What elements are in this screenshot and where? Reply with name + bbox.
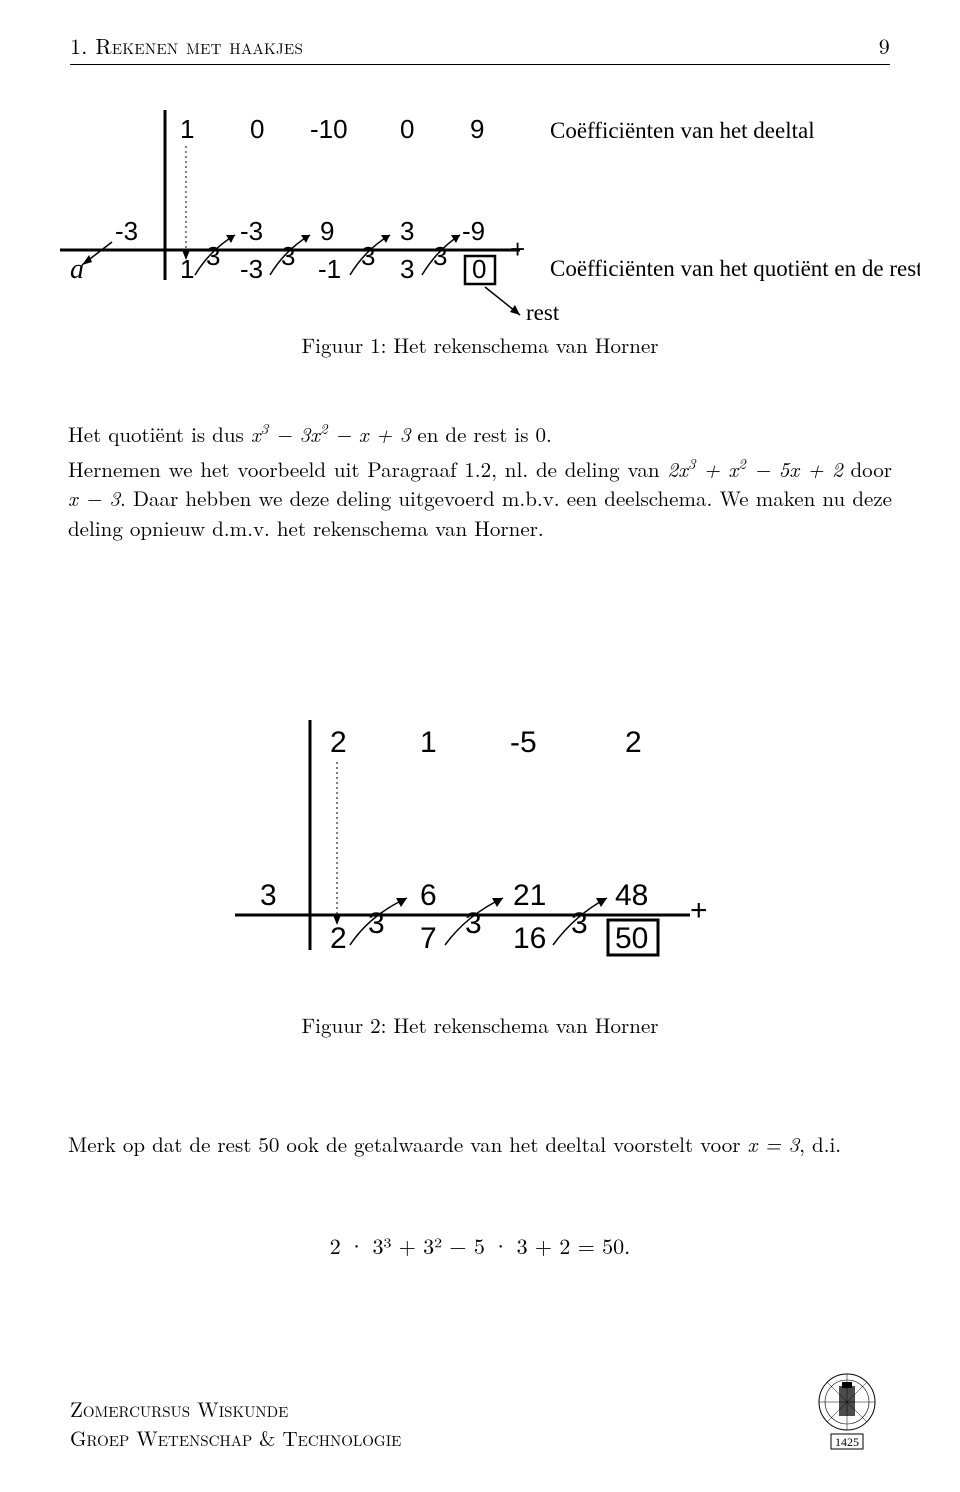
svg-text:3: 3	[368, 907, 385, 940]
figure-2: 2 1 -5 2 3 6 21 48 3	[235, 720, 755, 980]
f2-bot-0: 2	[330, 922, 347, 955]
running-head: 1. Rekenen met haakjes	[70, 30, 303, 61]
f1-top-3: 0	[400, 114, 414, 144]
f1-mid-1: 9	[320, 216, 334, 246]
f2-mid-1: 21	[513, 879, 546, 912]
p1-poly: x3 − 3x2 − x + 3	[251, 419, 411, 449]
f1-top-label: Coëfficiënten van het deeltal	[550, 118, 815, 143]
p1-b: en de rest is 0.	[410, 419, 551, 449]
svg-text:3: 3	[571, 907, 588, 940]
f1-left-val: -3	[115, 216, 138, 246]
f2-left: 3	[260, 879, 277, 912]
f2-top-0: 2	[330, 726, 347, 759]
svg-text:3: 3	[281, 241, 295, 271]
f2-top-3: 2	[625, 726, 642, 759]
f1-mid-2: 3	[400, 216, 414, 246]
f2-mid-0: 6	[420, 879, 437, 912]
svg-text:3: 3	[433, 241, 447, 271]
page-number: 9	[879, 30, 890, 61]
seal-year: 1425	[835, 1435, 859, 1449]
f2-bot-1: 7	[420, 922, 437, 955]
display-equation: 2 · 3³ + 3² − 5 · 3 + 2 = 50.	[0, 1230, 960, 1261]
footer-line-1: Zomercursus Wiskunde	[70, 1395, 401, 1423]
f1-bot-2: -1	[318, 254, 341, 284]
f2-threes: 3 3 3	[350, 898, 607, 945]
paragraph-2: Hernemen we het voorbeeld uit Paragraaf …	[68, 455, 892, 543]
figure-1-caption: Figuur 1: Het rekenschema van Horner	[0, 330, 960, 360]
p3-b: , d.i.	[799, 1129, 841, 1159]
paragraph-3: Merk op dat de rest 50 ook de getalwaard…	[68, 1130, 892, 1159]
figure-1: 1 0 -10 0 9 Coëfficiënten van het deelta…	[60, 110, 920, 320]
p2-b: door	[843, 454, 892, 484]
university-seal-icon: 1425	[815, 1372, 880, 1452]
f1-mid-3: -9	[462, 216, 485, 246]
f1-rest: rest	[526, 300, 560, 320]
f1-a-letter: a	[70, 254, 84, 285]
svg-text:3: 3	[465, 907, 482, 940]
f1-top-2: -10	[310, 114, 348, 144]
p3-x: x = 3	[747, 1129, 799, 1159]
figure-2-caption: Figuur 2: Het rekenschema van Horner	[0, 1010, 960, 1040]
p1-a: Het quotiënt is dus	[68, 419, 251, 449]
footer-line-2: Groep Wetenschap & Technologie	[70, 1424, 401, 1452]
f1-mid-0: -3	[240, 216, 263, 246]
f1-top-0: 1	[180, 114, 194, 144]
f1-bot-3: 3	[400, 254, 414, 284]
f1-top-4: 9	[470, 114, 484, 144]
p2-poly: 2x3 + x2 − 5x + 2	[667, 454, 842, 484]
p2-a: Hernemen we het voorbeeld uit Paragraaf …	[68, 454, 667, 484]
f1-bot-0: 1	[180, 254, 194, 284]
f1-top-1: 0	[250, 114, 264, 144]
f2-plus: +	[690, 894, 708, 927]
svg-text:3: 3	[361, 241, 375, 271]
f1-bot-4: 0	[472, 254, 486, 284]
footer: Zomercursus Wiskunde Groep Wetenschap & …	[70, 1395, 401, 1452]
f2-mid-2: 48	[615, 879, 648, 912]
p2-div: x − 3	[68, 483, 120, 513]
f1-bot-1: -3	[240, 254, 263, 284]
f2-bot-3: 50	[615, 922, 648, 955]
f1-plus: +	[510, 234, 525, 264]
p3-a: Merk op dat de rest 50 ook de getalwaard…	[68, 1129, 747, 1159]
f2-bot-2: 16	[513, 922, 546, 955]
svg-text:3: 3	[206, 241, 220, 271]
header-rule	[70, 64, 890, 65]
f2-top-1: 1	[420, 726, 437, 759]
f2-top-2: -5	[510, 726, 537, 759]
f1-bot-label: Coëfficiënten van het quotiënt en de res…	[550, 256, 920, 281]
p2-c: . Daar hebben we deze deling uitgevoerd …	[68, 483, 892, 542]
paragraph-1: Het quotiënt is dus x3 − 3x2 − x + 3 en …	[68, 420, 892, 449]
